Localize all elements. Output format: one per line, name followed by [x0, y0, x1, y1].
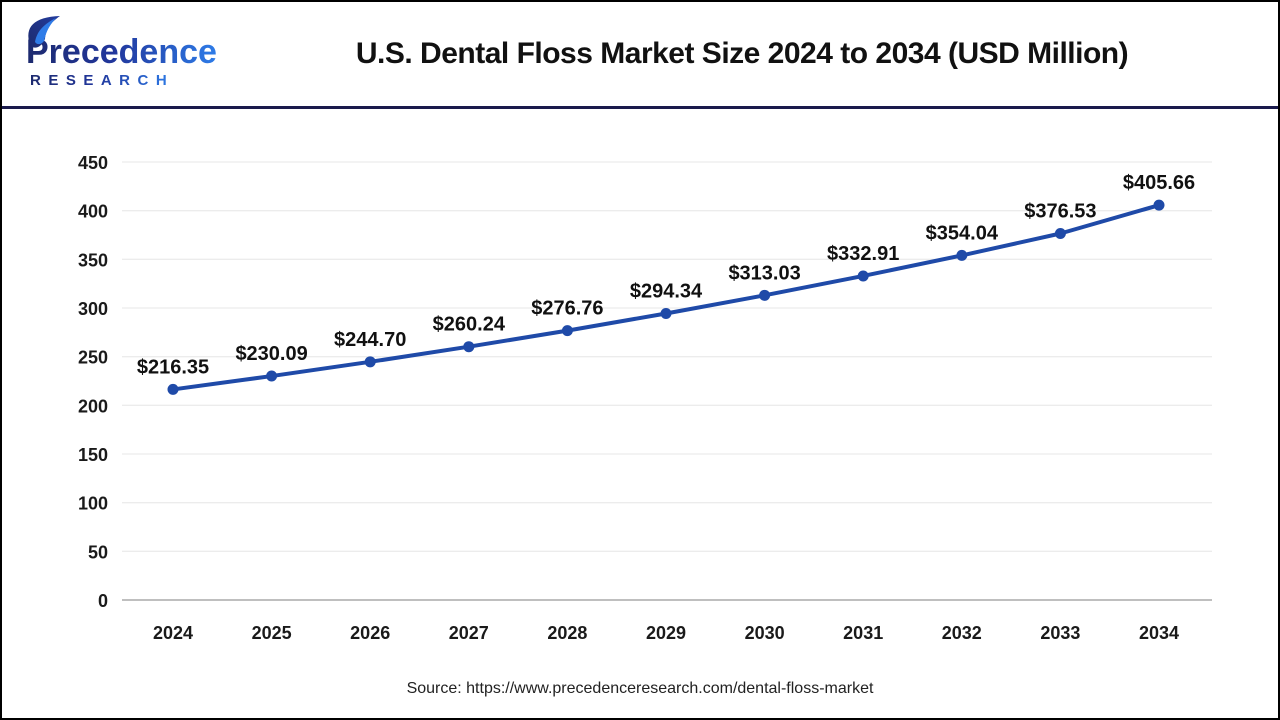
y-tick-label: 300: [78, 299, 108, 319]
data-label: $230.09: [235, 343, 307, 365]
x-tick-label: 2031: [843, 623, 883, 643]
x-tick-label: 2033: [1040, 623, 1080, 643]
data-point: [266, 370, 278, 382]
data-label: $216.35: [137, 356, 209, 378]
x-tick-label: 2025: [252, 623, 292, 643]
data-point: [167, 383, 179, 395]
brand-name: Precedence: [26, 33, 217, 71]
chart-title: U.S. Dental Floss Market Size 2024 to 20…: [355, 37, 1129, 70]
x-tick-label: 2029: [646, 623, 686, 643]
data-point: [463, 341, 475, 353]
data-point: [1054, 228, 1066, 240]
y-tick-label: 50: [88, 542, 108, 562]
x-tick-label: 2027: [449, 623, 489, 643]
y-tick-label: 250: [78, 348, 108, 368]
data-point: [561, 325, 573, 337]
data-label: $332.91: [827, 243, 899, 265]
header: Precedence RESEARCH U.S. Dental Floss Ma…: [2, 2, 1278, 109]
data-point: [364, 356, 376, 368]
y-tick-label: 400: [78, 202, 108, 222]
x-tick-label: 2024: [153, 623, 193, 643]
x-tick-label: 2026: [350, 623, 390, 643]
x-tick-label: 2034: [1139, 623, 1179, 643]
data-point: [759, 289, 771, 301]
data-label: $294.34: [630, 281, 703, 303]
data-label: $313.03: [728, 262, 800, 284]
data-point: [1153, 199, 1165, 211]
data-point: [956, 249, 968, 261]
x-tick-label: 2032: [942, 623, 982, 643]
brand-logo: Precedence RESEARCH: [18, 15, 236, 96]
data-label: $405.66: [1123, 172, 1195, 194]
data-label: $244.70: [334, 329, 406, 351]
chart-area: 0 50 100 150 200 250 300 350 400 450 $216.35 2024 $2…: [2, 109, 1278, 654]
data-point: [857, 270, 869, 282]
data-label: $276.76: [531, 298, 603, 320]
data-label: $260.24: [433, 314, 506, 336]
data-label: $354.04: [926, 222, 999, 244]
y-tick-label: 450: [78, 153, 108, 173]
x-tick-label: 2028: [547, 623, 587, 643]
data-point: [660, 308, 672, 320]
leaf-accent-icon: [35, 17, 56, 44]
y-tick-label: 150: [78, 445, 108, 465]
precedence-research-logo-icon: Precedence RESEARCH: [26, 15, 217, 89]
y-tick-label: 0: [98, 591, 108, 611]
source-text: Source: https://www.precedenceresearch.c…: [406, 680, 874, 697]
y-tick-label: 350: [78, 250, 108, 270]
y-tick-label: 200: [78, 396, 108, 416]
brand-subname: RESEARCH: [30, 72, 174, 89]
market-size-line-chart: 0 50 100 150 200 250 300 350 400 450 $216.35 2024 $2…: [78, 153, 1212, 643]
y-tick-label: 100: [78, 494, 108, 514]
x-tick-label: 2030: [745, 623, 785, 643]
data-label: $376.53: [1024, 201, 1096, 223]
